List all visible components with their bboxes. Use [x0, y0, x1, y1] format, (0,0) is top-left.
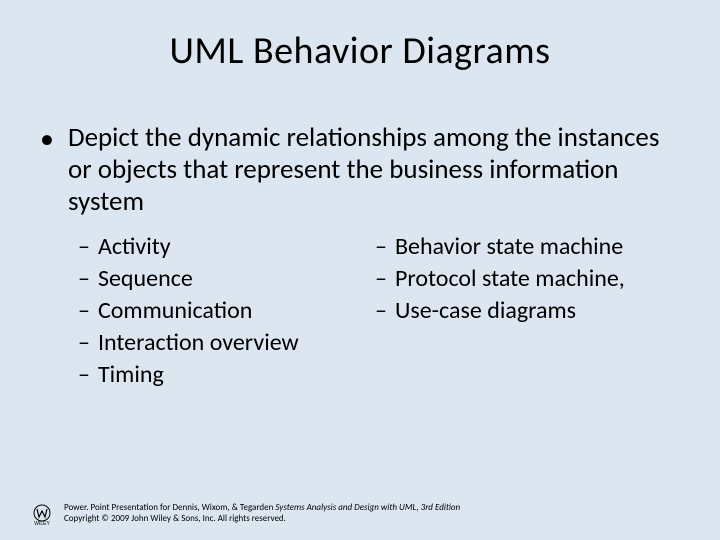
- footer-italic: Systems Analysis and Design with UML, 3r…: [275, 502, 460, 513]
- main-bullet: • Depict the dynamic relationships among…: [48, 122, 672, 218]
- footer-text: Power. Point Presentation for Dennis, Wi…: [64, 503, 460, 525]
- dash-icon: –: [78, 232, 90, 262]
- dash-icon: –: [78, 296, 90, 326]
- dash-icon: –: [78, 360, 90, 390]
- right-column: – Behavior state machine – Protocol stat…: [375, 232, 672, 392]
- sub-item-text: Communication: [98, 296, 252, 326]
- list-item: – Use-case diagrams: [375, 296, 672, 326]
- content-area: • Depict the dynamic relationships among…: [48, 122, 672, 520]
- list-item: – Timing: [78, 360, 375, 390]
- dash-icon: –: [375, 264, 387, 294]
- sub-item-text: Interaction overview: [98, 328, 299, 358]
- dash-icon: –: [78, 328, 90, 358]
- dash-icon: –: [78, 264, 90, 294]
- sub-item-text: Use-case diagrams: [395, 296, 576, 326]
- footer-prefix: Power. Point Presentation for Dennis, Wi…: [64, 502, 275, 513]
- list-item: – Sequence: [78, 264, 375, 294]
- svg-text:WILEY: WILEY: [34, 521, 50, 526]
- sub-item-text: Activity: [98, 232, 171, 262]
- footer: WILEY Power. Point Presentation for Denn…: [30, 502, 690, 526]
- list-item: – Protocol state machine,: [375, 264, 672, 294]
- sub-item-text: Sequence: [98, 264, 193, 294]
- dash-icon: –: [375, 296, 387, 326]
- dash-icon: –: [375, 232, 387, 262]
- bullet-dot-icon: •: [40, 122, 54, 156]
- list-item: – Communication: [78, 296, 375, 326]
- list-item: – Behavior state machine: [375, 232, 672, 262]
- main-bullet-text: Depict the dynamic relationships among t…: [68, 122, 672, 218]
- wiley-logo-icon: WILEY: [30, 502, 54, 526]
- list-item: – Activity: [78, 232, 375, 262]
- sub-item-text: Timing: [98, 360, 164, 390]
- left-column: – Activity – Sequence – Communication – …: [78, 232, 375, 392]
- slide-container: UML Behavior Diagrams • Depict the dynam…: [0, 0, 720, 540]
- list-item: – Interaction overview: [78, 328, 375, 358]
- slide-title: UML Behavior Diagrams: [48, 28, 672, 74]
- sub-item-text: Behavior state machine: [395, 232, 623, 262]
- footer-line2: Copyright © 2009 John Wiley & Sons, Inc.…: [64, 514, 460, 525]
- sub-item-text: Protocol state machine,: [395, 264, 625, 294]
- columns-container: – Activity – Sequence – Communication – …: [78, 232, 672, 392]
